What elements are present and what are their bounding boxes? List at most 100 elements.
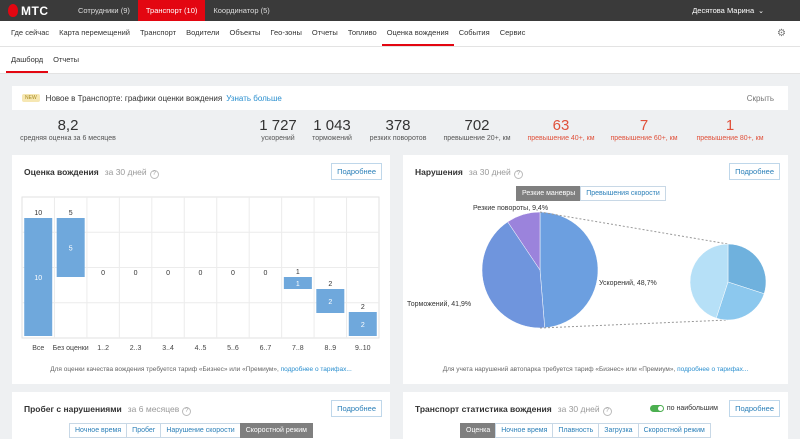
help-icon[interactable]: ? — [149, 170, 159, 179]
largest-toggle[interactable]: по наибольшим — [649, 405, 718, 412]
help-icon[interactable]: ? — [513, 170, 523, 179]
stat-value: 1 — [725, 117, 735, 134]
panel-title: Оценка вождения за 30 дней? — [24, 167, 159, 179]
nav-reports[interactable]: Отчеты — [311, 28, 338, 37]
nav-drivers[interactable]: Водители — [186, 28, 220, 37]
tariff-link[interactable]: подробнее о тарифах... — [677, 366, 749, 373]
x-tick-label: 2..3 — [130, 345, 142, 352]
bar-value-label: 0 — [101, 270, 105, 277]
top-tab-coordinator[interactable]: Координатор (5) — [213, 6, 270, 15]
logo-text: МТС — [21, 3, 49, 18]
nav-where-now[interactable]: Где сейчас — [11, 28, 50, 37]
subnav-dashboard[interactable]: Дашборд — [6, 47, 49, 73]
bar-value-label: 2 — [361, 304, 365, 311]
nav-fuel[interactable]: Топливо — [347, 28, 377, 37]
tab-load[interactable]: Загрузка — [598, 423, 639, 438]
violations-tabs: Резкие маневры Превышения скорости — [516, 186, 666, 201]
pie-slice — [481, 221, 546, 329]
top-tab-transport[interactable]: Транспорт (10) — [137, 0, 206, 21]
pie-label: Ускорений, 48,7% — [599, 279, 657, 287]
stat-label: превышение 80+, км — [696, 135, 764, 142]
stat-label: резких поворотов — [369, 135, 427, 142]
nav-movement-map[interactable]: Карта перемещений — [59, 28, 130, 37]
panel-title-text: Транспорт статистика вождения — [415, 404, 552, 414]
bar-value-label: 10 — [34, 210, 42, 217]
panel-title: Пробег с нарушениями за 6 месяцев? — [24, 404, 192, 416]
panel-title-text: Нарушения — [415, 167, 463, 177]
stat-value: 378 — [385, 117, 411, 134]
nav-service[interactable]: Сервис — [499, 28, 526, 37]
stat-label: превышение 60+, км — [610, 135, 678, 142]
tab-night-time[interactable]: Ночное время — [495, 423, 554, 438]
top-tab-employees[interactable]: Сотрудники (9) — [78, 6, 130, 15]
user-menu[interactable]: Десятова Марина ⌄ — [692, 0, 764, 21]
nav-driving-rating[interactable]: Оценка вождения — [381, 21, 454, 46]
bar — [283, 277, 312, 289]
tab-sharp-maneuvers[interactable]: Резкие маневры — [516, 186, 582, 201]
more-button[interactable]: Подробнее — [729, 400, 780, 417]
violations-panel: Нарушения за 30 дней? Подробнее Резкие ма… — [403, 155, 788, 384]
stat-speeding-60: 7 превышение 60+, км — [610, 116, 677, 142]
bar-value-label: 5 — [69, 210, 73, 217]
bar-value-label: 0 — [134, 270, 138, 277]
x-tick-label: 7..8 — [292, 345, 304, 352]
subnav-reports[interactable]: Отчеты — [53, 54, 80, 64]
stat-avg-rating: 8,2 средняя оценка за 6 месяцев — [20, 116, 116, 142]
tab-night-time[interactable]: Ночное время — [69, 423, 128, 438]
stat-speeding-80: 1 превышение 80+, км — [696, 116, 763, 142]
stat-value: 8,2 — [57, 117, 79, 134]
tab-speed-mode[interactable]: Скоростной режим — [239, 423, 313, 438]
x-tick-label: Без оценки — [53, 345, 89, 352]
bar-value-label: 0 — [199, 270, 203, 277]
top-bar: МТС Сотрудники (9) Транспорт (10) Коорди… — [0, 0, 800, 21]
tariff-footnote: Для оценки качества вождения требуется т… — [12, 366, 390, 373]
tab-rating[interactable]: Оценка — [460, 423, 497, 438]
x-tick-label: Все — [32, 345, 44, 352]
stats-row: 8,2 средняя оценка за 6 месяцев 1 727 ус… — [0, 116, 800, 150]
drilldown-connector — [539, 319, 729, 329]
tab-speed-violation[interactable]: Нарушение скорости — [160, 423, 241, 438]
stat-speeding-40: 63 превышение 40+, км — [527, 116, 594, 142]
tab-speeding[interactable]: Превышения скорости — [580, 186, 666, 201]
hide-banner-button[interactable]: Скрыть — [746, 93, 774, 103]
stat-accelerations: 1 727 ускорений — [259, 116, 297, 142]
bar — [24, 218, 53, 336]
chevron-down-icon: ⌄ — [758, 7, 764, 15]
learn-more-link[interactable]: Узнать больше — [226, 93, 282, 103]
stat-sharp-turns: 378 резких поворотов — [370, 116, 427, 142]
bar-value-label: 0 — [231, 270, 235, 277]
tab-mileage[interactable]: Пробег — [126, 423, 162, 438]
pie-slice — [539, 211, 599, 329]
stat-label: торможений — [312, 135, 352, 142]
nav-transport[interactable]: Транспорт — [139, 28, 177, 37]
nav-geozones[interactable]: Гео-зоны — [270, 28, 302, 37]
panel-period: за 30 дней — [557, 404, 600, 414]
tab-smoothness[interactable]: Плавность — [552, 423, 600, 438]
more-button[interactable]: Подробнее — [729, 163, 780, 180]
nav-events[interactable]: События — [458, 28, 490, 37]
toggle-label: по наибольшим — [666, 405, 718, 412]
more-button[interactable]: Подробнее — [331, 400, 382, 417]
x-tick-label: 6..7 — [260, 345, 272, 352]
stat-label: превышение 20+, км — [443, 135, 511, 142]
drilldown-slice — [715, 281, 765, 321]
pie-slice — [507, 211, 541, 271]
more-button[interactable]: Подробнее — [331, 163, 382, 180]
tariff-link[interactable]: подробнее о тарифах... — [280, 366, 352, 373]
panel-title: Нарушения за 30 дней? — [415, 167, 523, 179]
nav-objects[interactable]: Объекты — [229, 28, 261, 37]
gear-icon[interactable]: ⚙ — [777, 28, 786, 39]
stat-brakings: 1 043 торможений — [312, 116, 352, 142]
stat-label: превышение 40+, км — [527, 135, 595, 142]
mts-logo[interactable]: МТС — [0, 0, 70, 21]
x-tick-label: 4..5 — [195, 345, 207, 352]
help-icon[interactable]: ? — [182, 407, 192, 416]
bar-inner-label: 5 — [69, 246, 73, 253]
bar-inner-label: 2 — [361, 322, 365, 329]
toggle-switch[interactable] — [649, 405, 664, 412]
panel-period: за 30 дней — [104, 167, 147, 177]
help-icon[interactable]: ? — [602, 407, 612, 416]
bar-value-label: 1 — [296, 269, 300, 276]
tab-speed-mode[interactable]: Скоростной режим — [637, 423, 711, 438]
